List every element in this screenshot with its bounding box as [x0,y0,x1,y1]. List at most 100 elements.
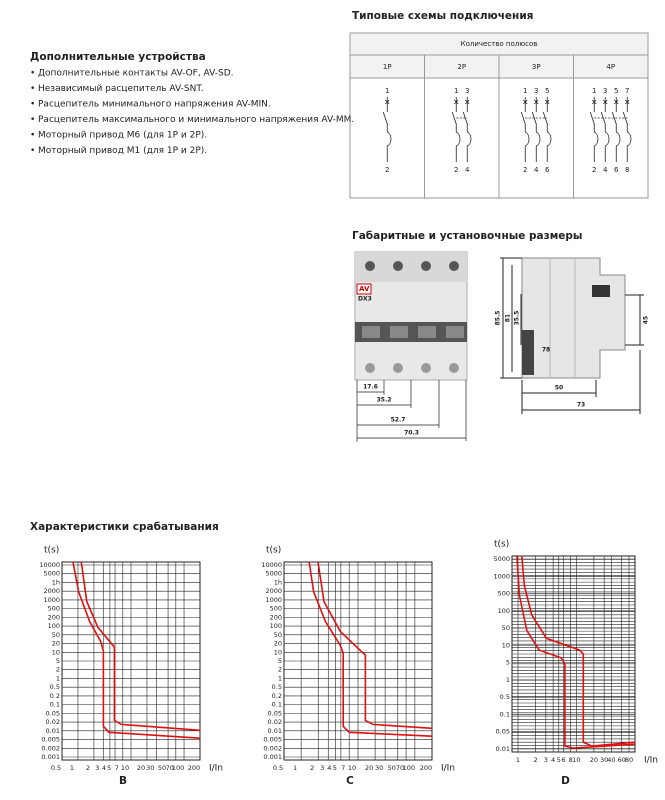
terminal-label: 6 [614,166,619,174]
x-tick-label: 100 [172,764,184,772]
dimension-label: 35.2 [377,397,392,404]
x-tick-label: 0.5 [51,764,61,772]
table-cell [573,54,649,79]
pole-symbol [611,97,621,162]
y-tick-label: 20 [52,640,60,648]
x-tick-label: 70 [166,764,174,772]
terminal-label: 2 [385,166,389,174]
y-tick-label: 100 [270,622,282,630]
dimension-label: 81 [505,314,512,322]
y-tick-label: 5 [56,657,60,665]
x-tick-label: 7 [115,764,119,772]
pole-symbol [531,97,541,162]
x-tick-label: 20 [590,756,598,764]
x-tick-label: 10 [572,756,580,764]
x-tick-label: 30 [146,764,154,772]
section-title: Типовые схемы подключения [352,10,533,22]
side-view [500,257,644,414]
x-tick-label: 10 [348,764,356,772]
x-tick-label: 3 [544,756,548,764]
y-tick-label: 0.002 [263,744,282,752]
x-tick-label: 7 [341,764,345,772]
y-tick-label: 2000 [265,587,282,595]
terminal-label: 2 [454,166,458,174]
y-tick-label: 0.05 [496,728,510,736]
y-tick-label: 500 [498,590,510,598]
y-tick-label: 50 [274,631,282,639]
y-tick-label: 10000 [261,561,282,569]
terminal-label: 6 [545,166,550,174]
y-tick-label: 1h [52,578,60,586]
y-tick-label: 0.2 [272,692,282,700]
y-tick-label: 5 [278,657,282,665]
pole-symbol [462,97,472,162]
x-tick-label: 1 [293,764,297,772]
y-tick-label: 0.02 [268,718,282,726]
x-tick-label: 5 [557,756,561,764]
y-tick-label: 10000 [39,561,60,569]
trip-curve [80,561,201,732]
chart-caption: D [561,775,570,787]
y-tick-label: 0.5 [272,683,282,691]
x-tick-label: 30 [375,764,383,772]
terminal-label: 8 [625,166,629,174]
y-tick-label: 100 [48,622,60,630]
table-header-text: Количество полюсов [461,40,538,48]
y-tick-label: 0.1 [272,701,282,709]
x-tick-label: 100 [403,764,415,772]
axis-label: I/In [209,764,223,774]
x-tick-label: 10 [121,764,129,772]
y-tick-label: 10 [274,648,282,656]
y-tick-label: 0.1 [500,710,510,718]
bullet: • [30,115,35,125]
dimension-label: 70.3 [404,430,419,437]
list-item: Независимый расцепитель AV-SNT. [38,84,204,94]
y-tick-label: 20 [274,640,282,648]
y-tick-label: 0.005 [263,736,282,744]
dimension-label: 50 [555,385,563,392]
x-tick-label: 30 [600,756,608,764]
x-tick-label: 200 [420,764,432,772]
pole-symbol [542,97,552,162]
terminal-label: 4 [603,166,608,174]
x-tick-label: 50 [158,764,166,772]
trip-curve [516,555,636,749]
y-tick-label: 2000 [43,587,60,595]
y-tick-label: 5000 [265,570,282,578]
terminal-label: 4 [534,166,539,174]
pole-symbol [520,97,530,162]
chart-caption: B [119,775,127,787]
list-item: Моторный привод М6 (для 1P и 2P). [38,131,207,141]
dimension-label: 73 [577,402,585,409]
x-tick-label: 5 [107,764,111,772]
x-tick-label: 20 [137,764,145,772]
x-tick-label: 2 [533,756,537,764]
y-tick-label: 1 [56,674,60,682]
section-title: Характеристики срабатывания [30,521,219,533]
pole-symbol [382,97,392,162]
y-tick-label: 200 [48,613,60,621]
y-tick-label: 500 [48,605,60,613]
axis-label: t(s) [44,546,59,556]
y-tick-label: 0.001 [263,753,282,761]
bullet: • [30,84,35,94]
y-tick-label: 0.05 [46,709,60,717]
logo: AV [359,285,370,293]
y-tick-label: 0.05 [268,709,282,717]
x-tick-label: 1 [70,764,74,772]
x-tick-label: 4 [102,764,106,772]
list-item: Расцепитель минимального напряжения AV-M… [38,100,271,110]
pole-symbol [622,97,632,162]
trip-curve [521,555,636,747]
terminal-label: 3 [465,87,469,95]
section-title: Дополнительные устройства [30,51,206,63]
y-tick-label: 0.01 [496,745,510,753]
terminal-label: 1 [454,87,458,95]
terminal-label: 3 [603,87,607,95]
x-tick-label: 4 [327,764,331,772]
column-label: 1P [383,63,392,71]
axis-label: I/In [644,756,658,766]
y-tick-label: 1000 [493,572,510,580]
pole-symbol [451,97,461,162]
